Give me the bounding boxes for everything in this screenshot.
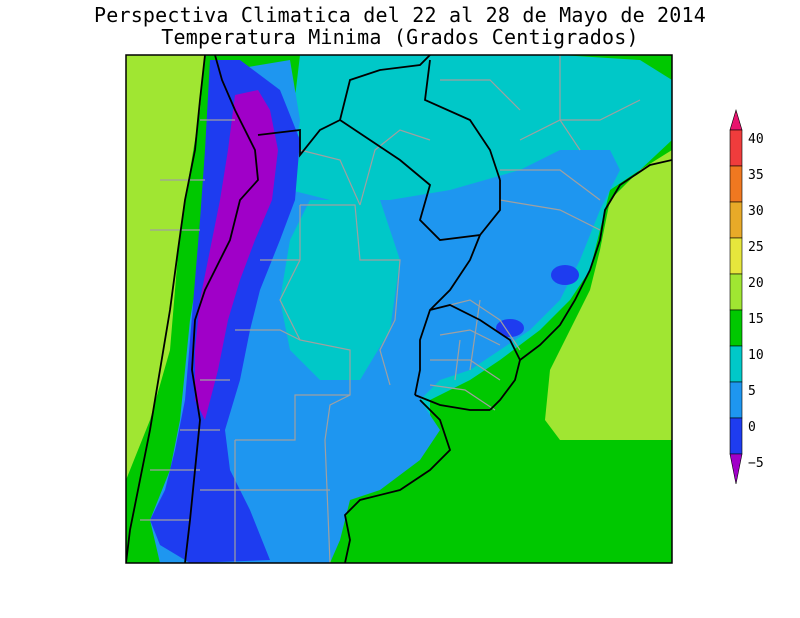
legend-swatch [729,237,743,275]
legend-swatch [729,417,743,455]
legend-swatch [729,345,743,383]
legend-label: 0 [748,420,756,435]
legend-label: 25 [748,240,764,255]
legend-label: 15 [748,312,764,327]
legend-swatch [729,165,743,203]
legend-arrow-top [729,108,743,131]
province-borders [140,55,641,563]
color-legend [729,108,743,485]
legend-swatch [729,273,743,311]
legend-label: 5 [748,384,756,399]
map-subtitle: Temperatura Minima (Grados Centigrados) [161,25,639,49]
map-frame [125,54,673,564]
legend-label: 30 [748,204,764,219]
map-fields [126,55,672,563]
legend-label: 10 [748,348,764,363]
legend-swatch [729,129,743,167]
legend-swatch [729,201,743,239]
field-spot-cold-1 [551,265,579,285]
field-interior-5-10 [280,200,400,380]
legend-label: 35 [748,168,764,183]
legend-swatch [729,309,743,347]
map-title: Perspectiva Climatica del 22 al 28 de Ma… [93,3,707,27]
country-borders [126,55,672,563]
legend-label: 40 [748,132,764,147]
field-atlantic-15-20 [545,150,672,440]
legend-swatch [729,381,743,419]
legend-label: 20 [748,276,764,291]
legend-arrow-bottom [729,453,743,485]
legend-label: −5 [748,456,764,471]
field-pacific-15-20 [126,55,205,480]
